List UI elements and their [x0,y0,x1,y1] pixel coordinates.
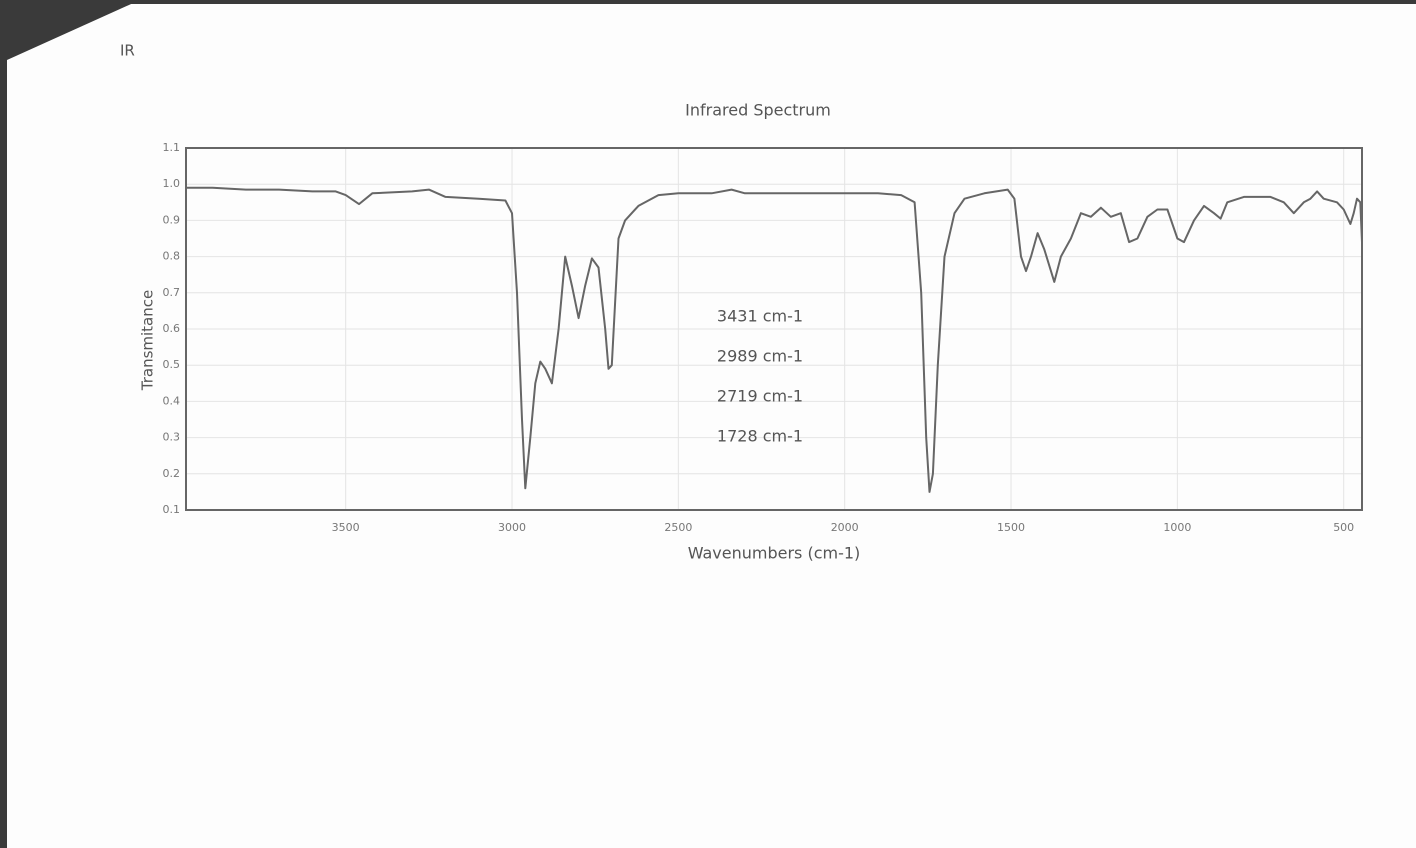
x-tick-label: 2500 [664,521,692,534]
x-tick-label: 2000 [831,521,859,534]
y-tick-label: 0.2 [163,467,181,480]
y-tick-label: 0.5 [163,358,181,371]
y-axis-label: Transmitance [139,290,157,391]
x-tick-label: 1000 [1163,521,1191,534]
annotation: 1728 cm-1 [717,427,803,446]
x-tick-label: 3000 [498,521,526,534]
annotation: 2719 cm-1 [717,387,803,406]
x-tick-label: 3500 [332,521,360,534]
y-tick-label: 1.0 [163,177,181,190]
page-title: IR [120,42,135,60]
x-tick-label: 1500 [997,521,1025,534]
y-tick-label: 0.4 [163,394,181,407]
y-tick-label: 1.1 [163,141,181,154]
x-tick-label: 500 [1333,521,1354,534]
annotation: 2989 cm-1 [717,347,803,366]
y-tick-label: 0.7 [163,286,181,299]
y-tick-label: 0.3 [163,431,181,444]
chart-title: Infrared Spectrum [685,101,831,120]
paper [7,4,1416,848]
spectrum-line [186,186,1363,493]
y-tick-label: 0.1 [163,503,181,516]
annotation: 3431 cm-1 [717,307,803,326]
y-tick-label: 0.6 [163,322,181,335]
y-tick-label: 0.8 [163,250,181,263]
y-tick-label: 0.9 [163,213,181,226]
corner-shadow [0,0,140,60]
x-axis-label: Wavenumbers (cm-1) [688,544,861,563]
plot-frame [185,147,1363,511]
